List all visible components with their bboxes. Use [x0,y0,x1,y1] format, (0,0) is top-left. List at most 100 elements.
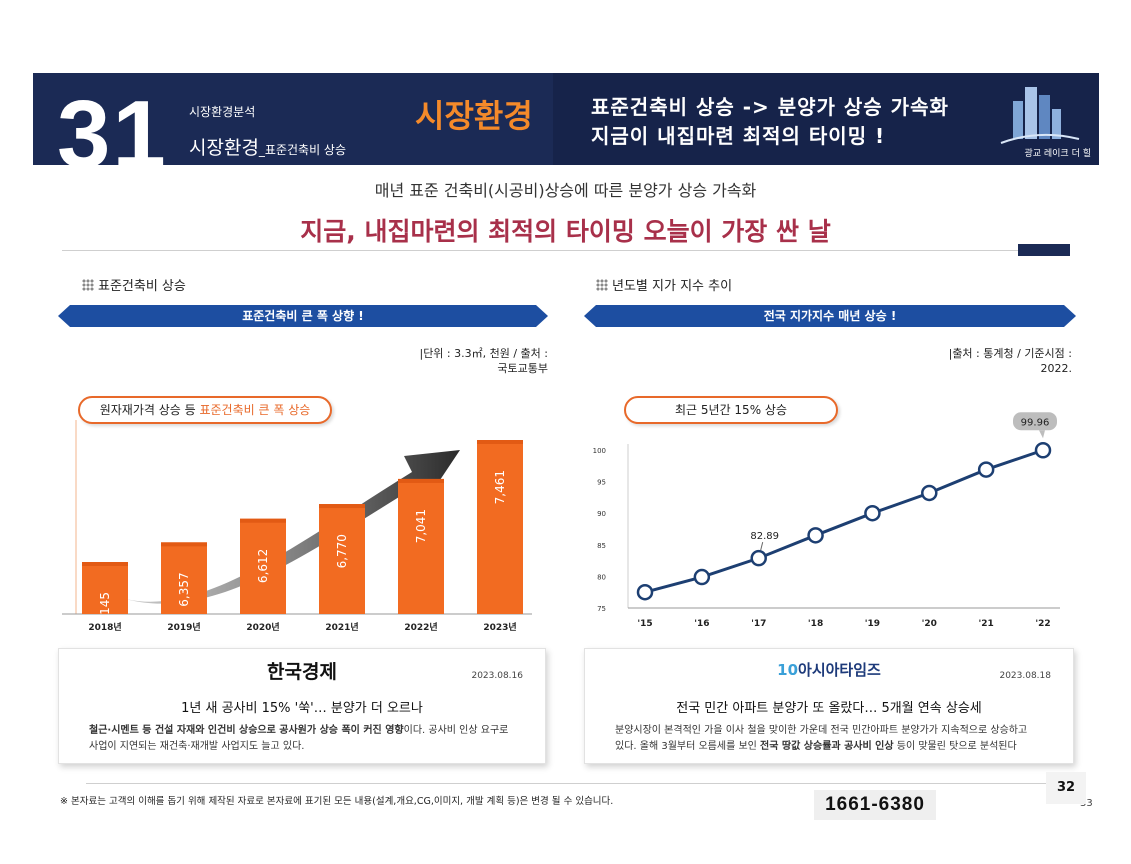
left-ribbon: 표준건축비 큰 폭 상향 ! [58,305,548,327]
news-card-asiatimes: 10아시아타임즈 2023.08.18 전국 민간 아파트 분양가 또 올랐다…… [584,648,1074,764]
category-big-suffix: _표준건축비 상승 [258,143,347,157]
news-brand: 10아시아타임즈 [585,659,1073,680]
x-tick-label: '19 [865,619,880,629]
bar-value-label: 6,770 [335,534,349,568]
right-pill: 최근 5년간 15% 상승 [624,396,838,424]
news-brand-ten: 10 [777,661,799,679]
bar-cap [319,504,365,509]
news-body-bold: 철근·시멘트 등 건설 자재와 인건비 상승으로 공사원가 상승 폭이 커진 영… [89,725,404,736]
headline-line-1: 표준건축비 상승 -> 분양가 상승 가속화 [591,95,949,119]
news-body-line-2a: 있다. 올해 3월부터 오름세를 보인 [615,741,761,752]
left-meta-line-2: 국토교통부 [497,362,548,375]
right-section-label: 년도별 지가 지수 추이 [596,275,732,294]
section-number: 31 [57,81,168,166]
footer-note: ※ 본자료는 고객의 이해를 돕기 위해 제작된 자료로 본자료에 표기된 모든… [60,796,614,807]
page-title: 지금, 내집마련의 최적의 타이밍 오늘이 가장 싼 날 [300,217,831,246]
bar-cap [240,518,286,523]
right-ribbon: 전국 지가지수 매년 상승 ! [584,305,1076,327]
point-'20 [921,484,938,502]
bar-2021년 [319,504,365,614]
left-pill-highlight: 표준건축비 큰 폭 상승 [199,403,311,417]
logo-text: 광교 레이크 더 힐 [1024,149,1091,159]
left-meta: |단위 : 3.3㎡, 천원 / 출처 : 국토교통부 [300,346,548,376]
category-small: 시장환경분석 [189,105,256,119]
left-pill: 원자재가격 상승 등 표준건축비 큰 폭 상승 [78,396,332,424]
grid-dots-icon [596,279,608,291]
bar-category-label: 2021년 [325,621,358,633]
bar-value-label: 6,612 [256,549,270,583]
bar-category-label: 2019년 [167,621,200,633]
bar-2022년 [398,478,444,614]
y-tick-label: 85 [597,542,606,550]
news-body: 분양시장이 본격적인 가을 이사 철을 맞이한 가운데 전국 민간아파트 분양가… [615,723,1043,755]
point-'22 [1034,442,1052,459]
label-leader [760,542,764,551]
y-tick-label: 90 [597,510,606,518]
data-label: 99.96 [1021,417,1050,428]
bar-2018년 [82,562,128,614]
bar-cap [161,542,207,547]
news-date: 2023.08.16 [471,671,523,681]
page-number-behind: 33 [1080,798,1093,809]
right-meta-line-2: 2022. [1040,362,1073,375]
x-tick-label: '16 [694,619,709,629]
bar-2023년 [477,440,523,614]
x-tick-label: '21 [979,619,994,629]
headline-line-2: 지금이 내집마련 최적의 타이밍 ! [591,124,886,148]
x-tick-label: '17 [751,619,766,629]
news-brand: 한국경제 [267,661,337,683]
news-body-bold: 전국 땅값 상승률과 공사비 인상 [760,741,894,752]
x-tick-label: '15 [637,619,652,629]
bar-category-label: 2018년 [88,621,121,633]
point-'19 [864,504,881,522]
title-divider-tab [1018,244,1070,256]
bar-value-label: 7,041 [414,509,428,543]
bar-cap [82,562,128,566]
banner-left-block [33,73,553,165]
left-meta-line-1: |단위 : 3.3㎡, 천원 / 출처 : [419,347,548,360]
y-tick-label: 100 [593,447,606,455]
bar-category-label: 2020년 [246,621,279,633]
news-body-line-2: 있다. 올해 3월부터 오름세를 보인 전국 땅값 상승률과 공사비 인상 등이… [615,739,1043,755]
footer-divider [86,783,1066,784]
news-date: 2023.08.18 [999,671,1051,681]
callout-pointer [1039,430,1045,439]
title-divider [62,250,1070,251]
bar-cap [398,478,444,483]
land-price-line [644,448,1044,594]
news-body-line-1: 분양시장이 본격적인 가을 이사 철을 맞이한 가운데 전국 민간아파트 분양가… [615,725,1028,736]
point-'16 [693,568,711,586]
page-number: 32 [1046,772,1086,804]
bar-value-label: 6,145 [98,592,112,626]
grid-dots-icon [82,279,94,291]
x-tick-label: '20 [922,619,937,629]
right-section-label-text: 년도별 지가 지수 추이 [612,279,733,294]
data-label: 82.89 [750,531,779,542]
y-tick-label: 75 [597,605,606,613]
bar-category-label: 2022년 [404,621,437,633]
header-banner: 31 시장환경분석 시장환경_표준건축비 상승 시장환경 표준건축비 상승 ->… [33,73,1099,165]
trend-arrow [122,450,460,604]
point-'15 [636,583,654,601]
y-tick-label: 80 [597,573,606,581]
bar-value-label: 7,461 [493,470,507,504]
right-meta: |출처 : 통계청 / 기준시점 : 2022. [820,346,1072,376]
x-tick-label: '22 [1035,619,1050,629]
y-tick-label: 95 [597,479,606,487]
left-section-label-text: 표준건축비 상승 [98,279,186,294]
bar-category-label: 2023년 [483,621,516,633]
phone-number: 1661-6380 [814,790,936,820]
page-subtitle: 매년 표준 건축비(시공비)상승에 따른 분양가 상승 가속화 [374,181,757,200]
news-body-line-2b: 등이 맞물린 탓으로 분석된다 [893,741,1017,752]
right-meta-line-1: |출처 : 통계청 / 기준시점 : [948,347,1072,360]
news-body-rest: 이다. 공사비 인상 요구로 사업이 지연되는 재건축·재개발 사업지도 늘고 … [89,725,509,752]
banner-headline: 표준건축비 상승 -> 분양가 상승 가속화 지금이 내집마련 최적의 타이밍 … [591,93,949,151]
x-tick-label: '18 [808,619,823,629]
news-headline: 전국 민간 아파트 분양가 또 올랐다… 5개월 연속 상승세 [676,701,982,716]
bar-cap [477,440,523,444]
category-title: 시장환경_표준건축비 상승 [189,133,346,160]
bar-value-label: 6,357 [177,572,191,606]
category-big: 시장환경 [189,137,259,159]
left-pill-prefix: 원자재가격 상승 등 [99,403,200,417]
